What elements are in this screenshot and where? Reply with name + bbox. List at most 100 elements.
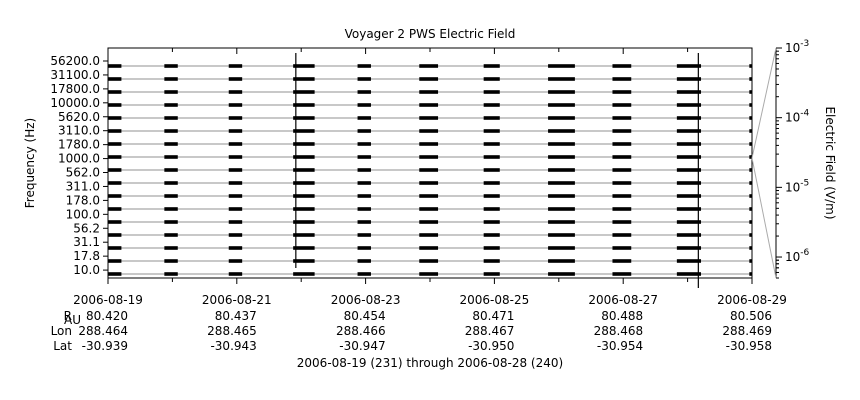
data-segment [548, 103, 575, 107]
y-tick-label: 17.8 [73, 249, 100, 263]
data-segment [164, 64, 178, 68]
data-segment [612, 103, 632, 107]
data-segment [293, 246, 315, 250]
data-segment [164, 116, 178, 120]
ephemeris-value: 288.466 [336, 324, 386, 338]
data-segment [676, 207, 702, 211]
data-segment [357, 259, 371, 263]
colorbar-tick-exponent: -4 [800, 109, 809, 119]
colorbar-tick-base: 10 [785, 250, 800, 264]
data-segment [108, 129, 122, 133]
data-segment [164, 194, 178, 198]
data-segment [108, 272, 122, 276]
data-segment [293, 155, 315, 159]
data-segment [228, 155, 243, 159]
data-segment [548, 64, 575, 68]
data-segment [228, 142, 243, 146]
data-segment [676, 64, 702, 68]
data-segment [164, 155, 178, 159]
data-segment [749, 90, 752, 94]
x-tick-label: 2006-08-23 [331, 293, 401, 307]
data-segment [548, 246, 575, 250]
data-segment [228, 129, 243, 133]
data-segment [357, 168, 371, 172]
data-segment [164, 90, 178, 94]
data-segment [483, 142, 500, 146]
ephemeris-value: 80.471 [472, 309, 514, 323]
data-segment [164, 103, 178, 107]
data-segment [749, 155, 752, 159]
data-segment [357, 142, 371, 146]
data-segment [749, 194, 752, 198]
data-segment [293, 194, 315, 198]
y-tick-label: 56200.0 [50, 54, 100, 68]
ephemeris-value: -30.943 [210, 339, 256, 353]
data-segment [419, 220, 439, 224]
data-segment [164, 142, 178, 146]
data-segment [293, 220, 315, 224]
data-segment [108, 155, 122, 159]
data-segment [548, 233, 575, 237]
data-segment [548, 181, 575, 185]
data-segment [483, 116, 500, 120]
data-segment [483, 155, 500, 159]
ephemeris-value: 288.467 [465, 324, 515, 338]
data-segment [357, 64, 371, 68]
data-segment [357, 207, 371, 211]
data-segment [164, 181, 178, 185]
data-segment [749, 207, 752, 211]
chart-title: Voyager 2 PWS Electric Field [345, 27, 516, 41]
data-segment [357, 220, 371, 224]
ephemeris-value: 80.454 [344, 309, 386, 323]
data-segment [749, 103, 752, 107]
data-segment [548, 168, 575, 172]
x-tick-label: 2006-08-29 [717, 293, 787, 307]
data-segment [612, 129, 632, 133]
y-tick-label: 3110.0 [58, 124, 100, 138]
data-segment [228, 168, 243, 172]
data-segment [164, 246, 178, 250]
data-segment [548, 220, 575, 224]
ephemeris-value: 80.437 [215, 309, 257, 323]
data-segment [419, 168, 439, 172]
data-segment [676, 129, 702, 133]
data-segment [419, 259, 439, 263]
data-segment [293, 116, 315, 120]
data-segment [164, 168, 178, 172]
data-segment [108, 90, 122, 94]
plot-frame [107, 47, 753, 279]
x-tick-label: 2006-08-21 [202, 293, 272, 307]
data-segment [548, 116, 575, 120]
data-segment [612, 116, 632, 120]
y-tick-label: 178.0 [66, 193, 100, 207]
data-segment [676, 103, 702, 107]
y-tick-label: 562.0 [66, 166, 100, 180]
data-segment [548, 272, 575, 276]
data-segment [293, 233, 315, 237]
ephemeris-value: 288.468 [594, 324, 644, 338]
colorbar-tick-base: 10 [785, 111, 800, 125]
data-segment [749, 181, 752, 185]
colorbar-tick-label: 10-5 [785, 178, 809, 194]
ephemeris-value: 288.469 [722, 324, 772, 338]
y-tick-label: 100.0 [66, 207, 100, 221]
data-segment [228, 272, 243, 276]
data-segment [357, 77, 371, 81]
data-segment [612, 142, 632, 146]
data-segment [548, 142, 575, 146]
data-segment [293, 77, 315, 81]
data-segment [483, 272, 500, 276]
data-segment [483, 246, 500, 250]
colorbar-tick-exponent: -6 [800, 248, 809, 258]
data-segment [548, 207, 575, 211]
data-segment [293, 90, 315, 94]
data-segment [483, 168, 500, 172]
data-segment [612, 272, 632, 276]
data-segment [483, 77, 500, 81]
ephemeris-value: -30.947 [339, 339, 385, 353]
data-segment [676, 116, 702, 120]
data-segment [548, 77, 575, 81]
data-segment [293, 103, 315, 107]
data-segment [483, 181, 500, 185]
y-tick-label: 10000.0 [50, 96, 100, 110]
